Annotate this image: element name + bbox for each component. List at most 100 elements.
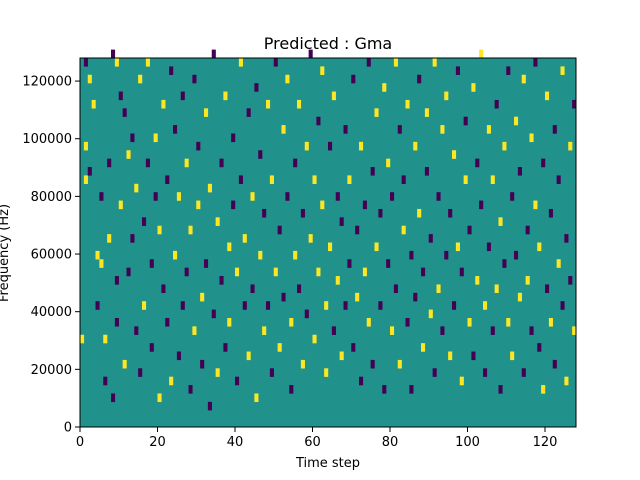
heatmap-cell	[246, 108, 251, 117]
heatmap-cell	[262, 326, 267, 335]
heatmap-cell	[196, 200, 201, 210]
heatmap-cell	[455, 66, 460, 75]
heatmap-cell	[328, 141, 333, 151]
heatmap-cell	[483, 301, 488, 310]
heatmap-cell	[142, 301, 147, 310]
heatmap-cell	[366, 58, 371, 67]
heatmap-cell	[552, 125, 557, 134]
heatmap-cell	[537, 242, 542, 252]
heatmap-cell	[122, 108, 127, 117]
x-tick-label: 80	[382, 435, 399, 450]
y-tick-label: 100000	[22, 132, 72, 147]
heatmap-cell	[153, 192, 158, 201]
heatmap-cell	[173, 125, 178, 134]
heatmap-cell	[448, 208, 453, 218]
heatmap-cell	[83, 58, 88, 67]
heatmap-cell	[490, 326, 495, 335]
heatmap-cell	[316, 267, 321, 277]
heatmap-cell	[107, 234, 112, 243]
heatmap-cell	[161, 284, 166, 294]
heatmap-cell	[335, 276, 340, 285]
heatmap-cell	[184, 158, 189, 168]
heatmap-cell	[204, 108, 209, 117]
heatmap-cell	[188, 225, 193, 235]
heatmap-cell	[486, 125, 491, 134]
heatmap-cell	[114, 276, 119, 285]
heatmap-cell	[521, 74, 526, 84]
y-tick-label: 120000	[22, 75, 72, 90]
heatmap-cell	[343, 301, 348, 310]
heatmap-cell	[304, 309, 309, 319]
heatmap-cell	[548, 208, 553, 218]
heatmap-cell	[541, 158, 546, 168]
heatmap-cell	[289, 317, 294, 327]
heatmap-cell	[556, 175, 561, 184]
heatmap-cell	[545, 284, 550, 294]
heatmap-cell	[207, 183, 212, 193]
heatmap-cell	[165, 175, 170, 184]
x-tick-label: 20	[149, 435, 166, 450]
heatmap-cell	[339, 351, 344, 361]
heatmap-cell	[324, 301, 329, 310]
heatmap-cell	[297, 284, 302, 294]
heatmap-cell	[471, 83, 476, 92]
heatmap-cell	[343, 125, 348, 134]
heatmap-cell	[444, 91, 449, 101]
heatmap-cell	[347, 259, 352, 268]
heatmap-cell	[494, 99, 499, 109]
heatmap-cell	[390, 192, 395, 201]
heatmap-cell	[490, 175, 495, 184]
y-tick-label: 40000	[31, 305, 72, 320]
heatmap-cell	[564, 376, 569, 386]
heatmap-cell	[130, 133, 135, 143]
heatmap-cell	[99, 192, 104, 201]
heatmap-cell	[300, 359, 305, 369]
heatmap-cell	[413, 292, 418, 302]
heatmap-cell	[142, 217, 147, 226]
heatmap-cell	[235, 376, 240, 386]
heatmap-cell	[521, 368, 526, 377]
heatmap-cell	[564, 234, 569, 243]
heatmap-cell	[293, 158, 298, 168]
heatmap-cell	[297, 99, 302, 109]
heatmap-cell	[99, 259, 104, 268]
plot-frame	[79, 57, 577, 428]
heatmap-cell	[382, 385, 387, 394]
heatmap-cell	[312, 334, 317, 344]
heatmap-cell	[215, 217, 220, 226]
heatmap-cell	[304, 141, 309, 151]
heatmap-cell	[312, 175, 317, 184]
heatmap-cell	[572, 326, 577, 335]
heatmap-cell	[180, 91, 185, 101]
heatmap-cell	[138, 368, 143, 377]
heatmap-cell	[114, 58, 119, 67]
heatmap-cell	[169, 66, 174, 75]
heatmap-cell	[331, 326, 336, 335]
heatmap-cell	[386, 259, 391, 268]
heatmap-cell	[242, 234, 247, 243]
heatmap-cell	[91, 99, 96, 109]
heatmap-cell	[409, 250, 414, 260]
heatmap-cell	[149, 259, 154, 268]
heatmap-cell	[87, 74, 92, 84]
heatmap-cell	[262, 208, 267, 218]
heatmap-cell	[359, 376, 364, 386]
heatmap-cell	[436, 192, 441, 201]
heatmap-cell	[95, 250, 100, 260]
heatmap-cell	[393, 58, 398, 67]
heatmap-cell	[138, 74, 143, 84]
x-axis: 0 20 40 60 80 100 120	[76, 427, 557, 450]
heatmap-cell	[517, 292, 522, 302]
heatmap-cell	[227, 317, 232, 327]
heatmap-cell	[362, 267, 367, 277]
heatmap-cell	[405, 99, 410, 109]
heatmap-cell	[510, 192, 515, 201]
heatmap-cell	[421, 343, 426, 352]
heatmap-cell	[289, 385, 294, 394]
heatmap-cell	[440, 326, 445, 335]
heatmap-cell	[541, 385, 546, 394]
x-tick-label: 60	[304, 435, 321, 450]
heatmap-cell	[134, 326, 139, 335]
y-axis-label: Frequency (Hz)	[0, 204, 12, 302]
heatmap-cell	[285, 74, 290, 84]
